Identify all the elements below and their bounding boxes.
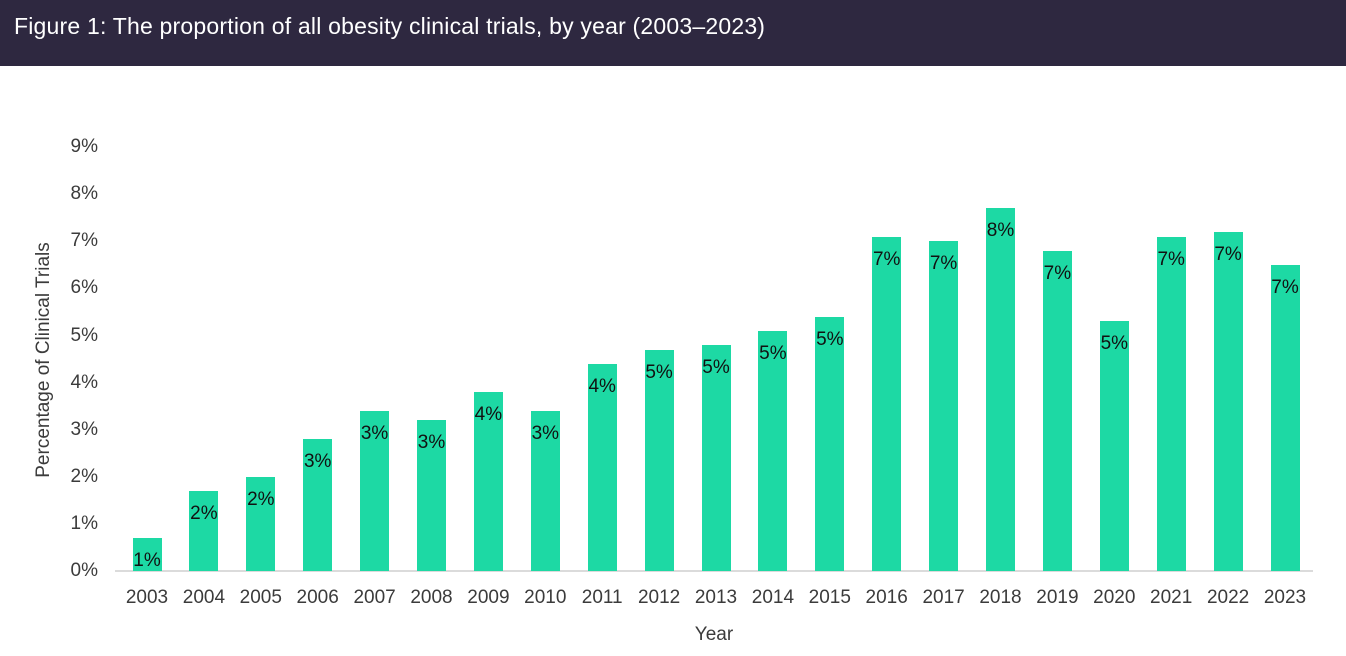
x-tick-label: 2016: [865, 587, 908, 608]
y-tick-label: 8%: [70, 183, 98, 205]
y-tick-label: 4%: [70, 371, 98, 393]
bar: 3%: [303, 439, 333, 571]
bar: 5%: [815, 316, 845, 571]
x-tick-label: 2015: [808, 587, 851, 608]
bar: 3%: [360, 410, 390, 571]
bar: 1%: [132, 538, 162, 572]
bar-value-label: 5%: [759, 342, 787, 364]
bar-value-label: 3%: [303, 451, 332, 473]
x-tick-label: 2012: [637, 587, 681, 608]
bar: 5%: [644, 349, 674, 571]
bar: 5%: [1099, 321, 1129, 571]
x-tick-label: 2013: [694, 587, 738, 608]
bar-value-label: 7%: [1271, 276, 1299, 298]
x-tick-label: 2011: [581, 587, 623, 608]
x-tick-label: 2006: [296, 587, 339, 608]
bar-value-label: 4%: [474, 404, 503, 426]
x-tick-label: 2022: [1206, 587, 1250, 608]
bar-value-label: 7%: [1043, 262, 1072, 284]
x-tick-label: 2021: [1150, 587, 1193, 608]
bar: 2%: [189, 490, 219, 571]
bar-value-label: 3%: [531, 422, 560, 444]
x-tick-label: 2003: [125, 587, 169, 608]
bar: 5%: [701, 344, 731, 571]
bar-value-label: 5%: [816, 328, 844, 350]
bar-value-label: 7%: [1157, 248, 1185, 270]
bar: 7%: [929, 241, 959, 571]
y-tick-label: 0%: [70, 560, 98, 581]
figure-title: Figure 1: The proportion of all obesity …: [14, 12, 766, 39]
bar-value-label: 3%: [417, 432, 446, 454]
bar: 2%: [246, 476, 276, 571]
x-tick-label: 2004: [182, 587, 226, 608]
x-tick-label: 2023: [1263, 587, 1307, 608]
bar: 7%: [1270, 264, 1300, 571]
x-tick-label: 2005: [239, 587, 282, 608]
y-tick-label: 5%: [70, 324, 98, 346]
bar: 8%: [986, 208, 1015, 571]
y-axis-ticks: 0% 1% 2% 3% 4% 5% 6% 7% 8% 9%: [0, 66, 98, 656]
bar-value-label: 1%: [133, 550, 161, 572]
bar-value-label: 2%: [247, 488, 275, 510]
bar-value-label: 4%: [588, 375, 616, 397]
bar-value-label: 5%: [645, 361, 673, 383]
bar: 4%: [473, 392, 503, 571]
bar-value-label: 3%: [360, 422, 389, 444]
x-tick-label: 2007: [353, 587, 396, 608]
bar: 5%: [758, 330, 788, 571]
y-tick-label: 1%: [70, 512, 98, 534]
x-tick-label: 2009: [467, 587, 510, 608]
x-axis-title: Year: [694, 624, 734, 645]
bar-value-label: 7%: [929, 253, 958, 275]
y-tick-label: 3%: [70, 418, 98, 440]
x-tick-label: 2014: [751, 587, 795, 608]
y-tick-label: 7%: [70, 230, 98, 252]
bar: 3%: [417, 420, 446, 571]
y-tick-label: 6%: [70, 277, 98, 299]
bar-value-label: 2%: [190, 502, 218, 524]
bar: 4%: [587, 363, 617, 571]
x-tick-label: 2017: [922, 587, 965, 608]
x-tick-label: 2018: [979, 587, 1022, 608]
x-tick-label: 2020: [1093, 587, 1136, 608]
x-tick-label: 2010: [524, 587, 567, 608]
figure-title-bar: Figure 1: The proportion of all obesity …: [0, 0, 1346, 66]
bar-value-label: 7%: [872, 248, 901, 270]
bar-value-label: 8%: [986, 220, 1015, 242]
bar-value-label: 7%: [1214, 243, 1242, 265]
bar: 7%: [872, 236, 902, 571]
bar: 3%: [530, 410, 560, 571]
bar: 7%: [1042, 250, 1072, 571]
bar-chart: Percentage of Clinical Trials 0% 1% 2% 3% 4%…: [0, 66, 1346, 656]
bar: 7%: [1156, 236, 1186, 571]
x-tick-label: 2008: [410, 587, 453, 608]
y-tick-label: 2%: [70, 465, 98, 487]
bar-value-label: 5%: [1100, 333, 1129, 355]
x-axis-line: [115, 570, 1313, 572]
bar: 7%: [1213, 231, 1243, 571]
x-tick-label: 2019: [1036, 587, 1079, 608]
bar-value-label: 5%: [702, 356, 730, 378]
y-tick-label: 9%: [70, 136, 98, 158]
